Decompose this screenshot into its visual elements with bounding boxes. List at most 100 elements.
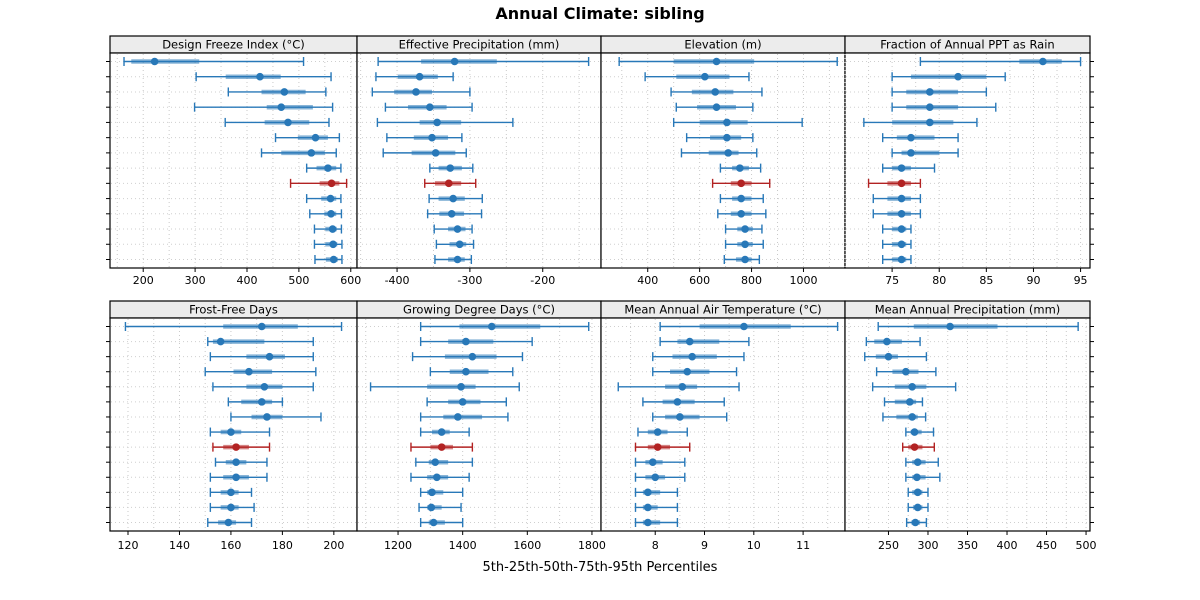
percentile-row-sprauer [209, 427, 271, 437]
panel-body [109, 317, 358, 532]
median-dot [737, 210, 745, 218]
median-dot [883, 337, 891, 346]
median-dot [428, 133, 436, 142]
median-dot [1039, 57, 1047, 66]
median-dot [328, 225, 337, 233]
x-tick-label: 11 [796, 539, 810, 552]
percentile-row-aarup [419, 518, 464, 527]
x-tick-label: 500 [288, 274, 309, 287]
median-dot [926, 88, 934, 96]
percentile-row-deercut [724, 239, 764, 249]
percentile-row-sprauer [719, 163, 762, 173]
percentile-row-whiteye [433, 224, 473, 234]
median-dot [712, 57, 721, 66]
median-dot [245, 367, 253, 376]
median-dot [447, 210, 456, 218]
median-dot [453, 225, 462, 233]
percentile-row-lickskillet [618, 57, 838, 66]
median-dot [678, 383, 687, 391]
percentile-row-kester [901, 442, 936, 452]
percentile-row-argabak [224, 117, 330, 127]
percentile-row-slusser [719, 194, 764, 204]
median-dot [701, 72, 709, 81]
panel-title: Elevation (m) [684, 38, 761, 52]
x-tick-label: -200 [530, 274, 555, 287]
median-dot [897, 210, 906, 218]
median-dot [913, 473, 921, 482]
median-dot [455, 240, 464, 249]
percentile-row-lickskillet [124, 322, 343, 331]
x-tick-label: 600 [340, 274, 361, 287]
x-tick-label: 1200 [384, 539, 412, 552]
median-dot [736, 164, 744, 172]
percentile-row-zen [371, 87, 471, 97]
panel-design-freeze-index-c: Design Freeze Index (°C) 200 300 400 500 600 [109, 35, 361, 287]
percentile-row-kester [410, 442, 474, 452]
median-dot [487, 322, 496, 331]
x-tick-label: 95 [1074, 274, 1088, 287]
median-dot [740, 322, 748, 331]
median-dot [644, 518, 652, 527]
median-dot [433, 473, 441, 482]
median-dot [437, 443, 446, 451]
percentile-row-deercut [881, 239, 912, 249]
median-dot [415, 72, 424, 81]
percentile-row-zen [864, 352, 928, 362]
median-dot [644, 503, 652, 512]
percentile-row-selah [865, 337, 921, 347]
x-tick-label: 500 [1076, 539, 1097, 552]
median-dot [906, 398, 914, 406]
x-tick-label: 80 [932, 274, 946, 287]
percentile-row-slusser [415, 457, 474, 467]
median-dot [688, 352, 696, 361]
median-dot [284, 118, 292, 127]
x-tick-label: 1400 [449, 539, 477, 552]
median-dot [897, 194, 906, 203]
panel-title: Growing Degree Days (°C) [403, 303, 555, 317]
panel-mean-annual-precipitation-mm: Mean Annual Precipitation (mm) 250 300 350 4… [844, 300, 1097, 552]
median-dot [908, 413, 916, 421]
percentile-row-toler [227, 397, 284, 407]
median-dot [227, 488, 235, 497]
median-dot [232, 443, 240, 451]
percentile-row-toler [881, 133, 959, 143]
percentile-row-toler [274, 133, 341, 143]
panel-growing-degree-days-c: Growing Degree Days (°C) 1200 1400 1600 1800 [356, 300, 606, 552]
median-dot [429, 518, 438, 527]
percentile-row-slusser [634, 457, 686, 467]
percentile-row-renslow [652, 367, 738, 377]
median-dot [450, 57, 459, 66]
median-dot [277, 103, 286, 111]
median-dot [926, 118, 934, 127]
percentile-row-selah [419, 337, 533, 347]
percentile-row-lickskillet [919, 57, 1082, 66]
median-dot [711, 88, 720, 96]
x-tick-label: 1000 [789, 274, 817, 287]
median-dot [908, 383, 916, 391]
percentile-row-renslow [429, 367, 514, 377]
median-dot [326, 194, 335, 203]
percentile-row-zen [209, 352, 314, 362]
percentile-row-zen [670, 87, 763, 97]
median-dot [653, 428, 662, 436]
x-tick-label: 350 [957, 539, 978, 552]
median-dot [428, 488, 436, 497]
median-dot [327, 179, 336, 188]
percentile-row-sprauer [881, 163, 936, 173]
percentile-row-corbaley [905, 472, 941, 482]
percentile-row-argabak [376, 117, 514, 127]
median-dot [911, 518, 920, 527]
percentile-row-kester [867, 178, 922, 188]
median-dot [232, 458, 240, 466]
x-tick-label: 800 [741, 274, 762, 287]
percentile-row-alstown [652, 412, 728, 422]
percentile-row-whiteye [419, 487, 464, 497]
x-tick-label: 400 [637, 274, 658, 287]
median-dot [446, 164, 455, 172]
median-dot [648, 458, 657, 466]
x-tick-label: 140 [169, 539, 190, 552]
percentile-row-corbaley [209, 472, 268, 482]
percentile-row-slusser [428, 194, 483, 204]
percentile-row-zen [227, 87, 327, 97]
median-dot [458, 398, 467, 406]
